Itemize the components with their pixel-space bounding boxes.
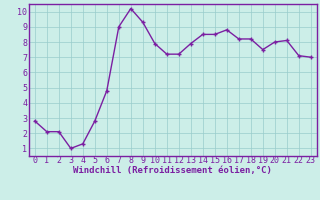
X-axis label: Windchill (Refroidissement éolien,°C): Windchill (Refroidissement éolien,°C) xyxy=(73,166,272,175)
